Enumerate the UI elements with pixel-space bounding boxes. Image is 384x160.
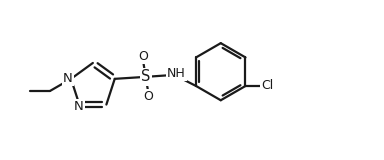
Text: N: N: [63, 72, 73, 84]
Text: N: N: [74, 100, 83, 113]
Text: O: O: [144, 90, 153, 103]
Text: O: O: [138, 50, 148, 63]
Text: NH: NH: [167, 67, 185, 80]
Text: Cl: Cl: [262, 80, 274, 92]
Text: S: S: [141, 69, 151, 84]
